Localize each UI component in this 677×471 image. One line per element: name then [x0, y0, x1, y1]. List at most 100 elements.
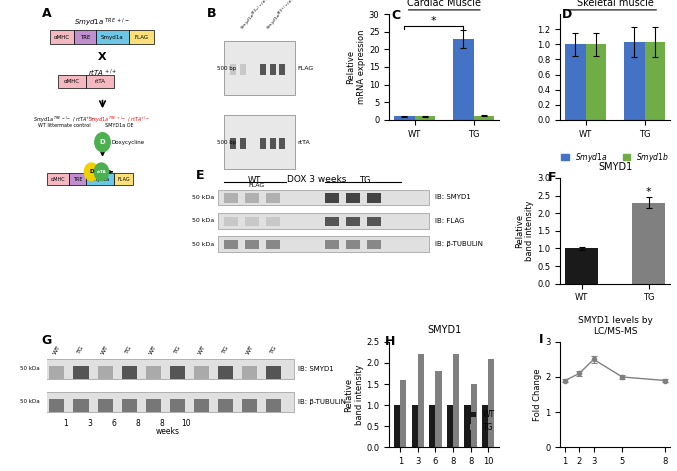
Text: IB: SMYD1: IB: SMYD1	[435, 195, 471, 201]
FancyBboxPatch shape	[279, 138, 285, 149]
Text: *: *	[646, 187, 651, 197]
Text: Smyd1a: Smyd1a	[101, 34, 124, 40]
Bar	[418, 355, 424, 447]
FancyBboxPatch shape	[230, 138, 236, 149]
Text: $Smyd1a^{TRE-/-}/rtTA^{+/-}$: $Smyd1a^{TRE-/-}/rtTA^{+/-}$	[238, 0, 280, 33]
Bar	[453, 355, 459, 447]
FancyBboxPatch shape	[218, 213, 429, 229]
FancyBboxPatch shape	[224, 240, 238, 249]
Text: 1: 1	[63, 419, 68, 428]
Text: SMYD1a OE: SMYD1a OE	[105, 123, 133, 128]
FancyBboxPatch shape	[346, 193, 360, 203]
FancyBboxPatch shape	[325, 240, 339, 249]
Bar	[394, 405, 400, 447]
Text: 500 bp: 500 bp	[217, 65, 236, 71]
Bar	[586, 44, 607, 120]
Text: 6: 6	[111, 419, 116, 428]
Y-axis label: Relative
band intensity: Relative band intensity	[515, 201, 534, 261]
FancyBboxPatch shape	[194, 365, 209, 379]
FancyBboxPatch shape	[325, 217, 339, 226]
Text: IB: SMYD1: IB: SMYD1	[299, 366, 334, 372]
Bar	[447, 405, 453, 447]
Text: Doxycycline: Doxycycline	[111, 139, 144, 145]
FancyBboxPatch shape	[43, 359, 294, 379]
Text: weeks: weeks	[156, 427, 180, 436]
Text: 50 kDa: 50 kDa	[192, 218, 214, 223]
FancyBboxPatch shape	[49, 398, 64, 412]
FancyBboxPatch shape	[74, 398, 89, 412]
Text: I: I	[540, 333, 544, 346]
Text: IB: β-TUBULIN: IB: β-TUBULIN	[435, 241, 483, 247]
Title: Cardiac Muscle: Cardiac Muscle	[408, 0, 481, 8]
FancyBboxPatch shape	[218, 236, 429, 252]
FancyBboxPatch shape	[325, 193, 339, 203]
Text: X: X	[98, 52, 107, 62]
Text: F: F	[548, 171, 556, 184]
Bar	[412, 405, 418, 447]
Bar	[471, 384, 477, 447]
FancyBboxPatch shape	[43, 392, 294, 412]
Text: TG: TG	[125, 345, 133, 355]
Title: SMYD1: SMYD1	[598, 162, 632, 171]
Text: FLAG: FLAG	[248, 183, 265, 187]
Title: Skeletal muscle: Skeletal muscle	[577, 0, 653, 8]
FancyBboxPatch shape	[346, 217, 360, 226]
FancyBboxPatch shape	[97, 398, 112, 412]
FancyBboxPatch shape	[240, 138, 246, 149]
Text: C: C	[391, 9, 400, 22]
Text: WT: WT	[101, 344, 110, 355]
Text: rtTA: rtTA	[298, 139, 310, 145]
FancyBboxPatch shape	[170, 398, 185, 412]
FancyBboxPatch shape	[260, 138, 266, 149]
Bar	[482, 405, 488, 447]
Text: FLAG: FLAG	[117, 177, 130, 182]
FancyBboxPatch shape	[97, 365, 112, 379]
Bar	[453, 39, 474, 120]
Text: WT: WT	[197, 344, 206, 355]
Y-axis label: Fold Change: Fold Change	[533, 368, 542, 421]
Text: *: *	[431, 16, 437, 26]
FancyBboxPatch shape	[58, 75, 86, 88]
Bar	[464, 405, 471, 447]
Text: Smyd1a: Smyd1a	[89, 177, 110, 182]
FancyBboxPatch shape	[122, 398, 137, 412]
FancyBboxPatch shape	[47, 173, 70, 185]
Text: A: A	[42, 8, 51, 20]
Title: SMYD1: SMYD1	[427, 325, 461, 335]
Text: D: D	[562, 8, 572, 21]
FancyBboxPatch shape	[367, 240, 381, 249]
FancyBboxPatch shape	[266, 240, 280, 249]
FancyBboxPatch shape	[114, 173, 133, 185]
Text: αMHC: αMHC	[51, 177, 66, 182]
Text: 50 kDa: 50 kDa	[192, 242, 214, 246]
Text: TG: TG	[359, 176, 370, 185]
FancyBboxPatch shape	[224, 41, 295, 95]
Text: 50 kDa: 50 kDa	[20, 366, 39, 371]
Text: IB: β-TUBULIN: IB: β-TUBULIN	[299, 399, 347, 405]
FancyBboxPatch shape	[242, 365, 257, 379]
FancyBboxPatch shape	[346, 240, 360, 249]
Text: $rtTA$ $^{+/+}$: $rtTA$ $^{+/+}$	[88, 68, 117, 79]
Bar	[400, 380, 406, 447]
Y-axis label: Relative
mRNA expression: Relative mRNA expression	[347, 30, 366, 104]
Text: WT: WT	[52, 344, 62, 355]
FancyBboxPatch shape	[266, 217, 280, 226]
Text: E: E	[196, 170, 204, 182]
FancyBboxPatch shape	[96, 30, 129, 44]
Text: D: D	[100, 139, 106, 145]
Text: G: G	[41, 334, 51, 347]
FancyBboxPatch shape	[86, 173, 114, 185]
Text: DOX 3 weeks: DOX 3 weeks	[287, 175, 347, 184]
FancyBboxPatch shape	[240, 64, 246, 75]
Text: WT: WT	[245, 344, 255, 355]
FancyBboxPatch shape	[194, 398, 209, 412]
Bar	[565, 44, 586, 120]
Text: FLAG: FLAG	[135, 34, 149, 40]
FancyBboxPatch shape	[266, 398, 282, 412]
FancyBboxPatch shape	[245, 193, 259, 203]
FancyBboxPatch shape	[49, 365, 64, 379]
Circle shape	[95, 133, 110, 152]
Text: 10: 10	[181, 419, 191, 428]
Circle shape	[85, 163, 99, 180]
Text: TG: TG	[221, 345, 230, 355]
